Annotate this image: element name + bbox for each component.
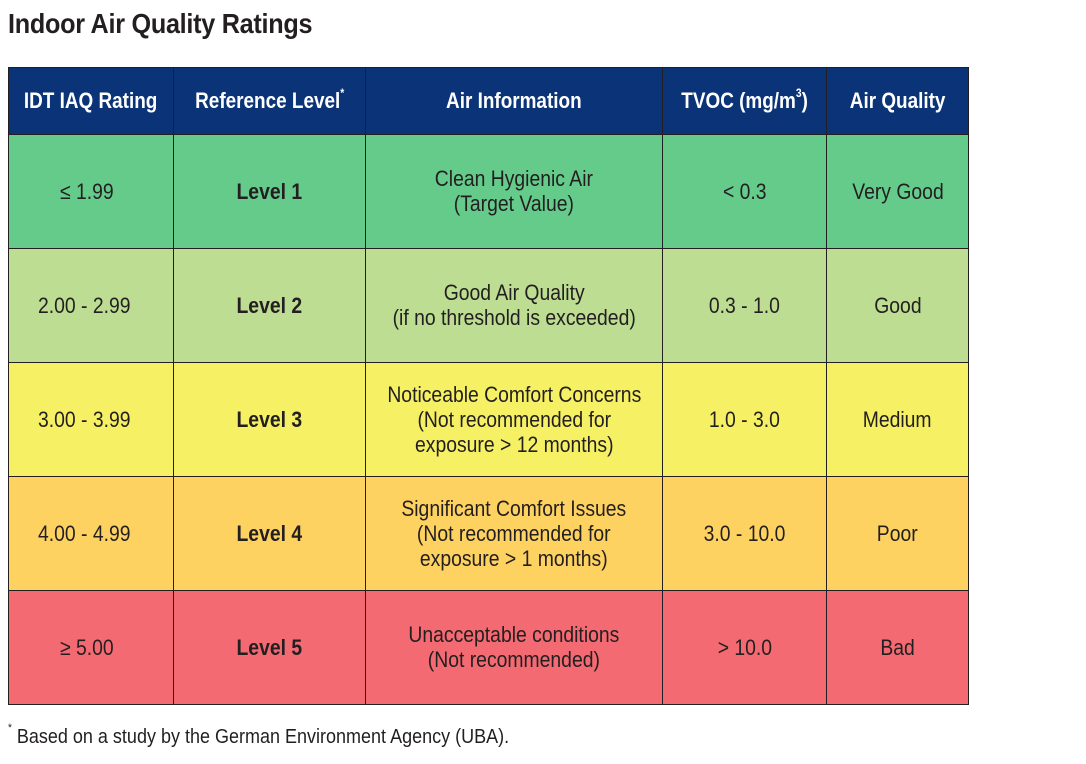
cell-air-information: Unacceptable conditions (Not recommended) (365, 590, 663, 705)
footnote-marker: * (340, 86, 345, 100)
air-information-line: (Not recommended for (417, 406, 611, 432)
table-row: 3.00 - 3.99 Level 3 Noticeable Comfort Con… (8, 362, 969, 477)
air-quality-table: IDT IAQ Rating Reference Level* Air Info… (8, 67, 969, 705)
header-reference-level: Reference Level* (173, 67, 366, 135)
cell-tvoc: 3.0 - 10.0 (662, 476, 827, 591)
cell-reference-level: Level 5 (173, 590, 366, 705)
cell-tvoc: 1.0 - 3.0 (662, 362, 827, 477)
cell-rating: ≥ 5.00 (8, 590, 174, 705)
air-information-line: Unacceptable conditions (408, 622, 620, 647)
table-row: 2.00 - 2.99 Level 2 Good Air Quality (if no… (8, 248, 969, 363)
header-tvoc: TVOC (mg/m3) (662, 67, 827, 135)
cell-rating: 4.00 - 4.99 (8, 476, 174, 591)
cell-rating: 3.00 - 3.99 (8, 362, 174, 477)
table-row: ≥ 5.00 Level 5 Unacceptable conditions (Not… (8, 590, 969, 705)
footnote-text: Based on a study by the German Environme… (11, 726, 510, 748)
page-title: Indoor Air Quality Ratings (8, 8, 313, 39)
cell-tvoc: > 10.0 (662, 590, 827, 705)
cell-air-information: Clean Hygienic Air (Target Value) (365, 134, 663, 249)
cell-air-quality: Good (826, 248, 969, 363)
air-information-line: (if no threshold is exceeded) (392, 305, 636, 330)
air-information-line: exposure > 12 months) (414, 431, 614, 457)
table-row: ≤ 1.99 Level 1 Clean Hygienic Air (Target V… (8, 134, 969, 249)
cell-rating: 2.00 - 2.99 (8, 248, 174, 363)
air-information-line: Good Air Quality (443, 280, 585, 305)
cell-reference-level: Level 4 (173, 476, 366, 591)
cell-air-information: Significant Comfort Issues (Not recommend… (365, 476, 663, 591)
header-air-information: Air Information (365, 67, 663, 135)
air-information-line: (Not recommended for (417, 520, 611, 546)
cell-tvoc: < 0.3 (662, 134, 827, 249)
table-row: 4.00 - 4.99 Level 4 Significant Comfort Is… (8, 476, 969, 591)
cell-tvoc: 0.3 - 1.0 (662, 248, 827, 363)
cell-air-information: Good Air Quality (if no threshold is exce… (365, 248, 663, 363)
cell-rating: ≤ 1.99 (8, 134, 174, 249)
air-information-line: Clean Hygienic Air (434, 166, 594, 191)
air-information-line: exposure > 1 months) (420, 545, 608, 571)
header-air-quality: Air Quality (826, 67, 969, 135)
air-information-line: Noticeable Comfort Concerns (387, 381, 641, 407)
air-information-line: Significant Comfort Issues (401, 495, 627, 521)
cell-reference-level: Level 1 (173, 134, 366, 249)
air-information-line: (Not recommended) (427, 647, 601, 672)
table-header-row: IDT IAQ Rating Reference Level* Air Info… (8, 67, 969, 135)
cell-air-quality: Poor (826, 476, 969, 591)
footnote-mark: * (8, 722, 12, 734)
cell-reference-level: Level 2 (173, 248, 366, 363)
cell-air-information: Noticeable Comfort Concerns (Not recommen… (365, 362, 663, 477)
footnote: * Based on a study by the German Environ… (8, 722, 510, 749)
cell-air-quality: Bad (826, 590, 969, 705)
cell-air-quality: Very Good (826, 134, 969, 249)
cell-reference-level: Level 3 (173, 362, 366, 477)
header-rating: IDT IAQ Rating (8, 67, 174, 135)
air-information-line: (Target Value) (453, 191, 575, 216)
cell-air-quality: Medium (826, 362, 969, 477)
